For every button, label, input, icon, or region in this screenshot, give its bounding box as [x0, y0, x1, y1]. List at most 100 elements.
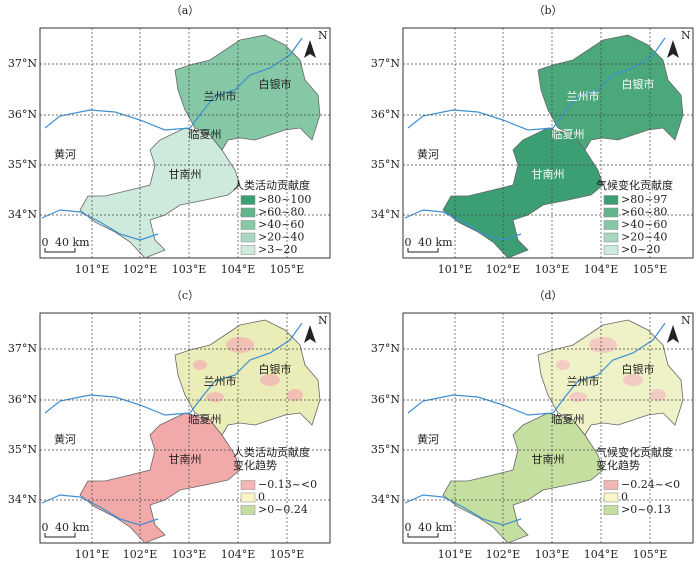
scale-label: 40 km [55, 236, 90, 249]
legend-swatch [240, 505, 256, 515]
region-north [174, 319, 321, 436]
panel-label: （c） [171, 289, 199, 302]
scale-label: 40 km [55, 521, 90, 534]
x-tick-label: 105°E [633, 263, 668, 276]
region-label: 白银市 [259, 77, 292, 91]
y-tick-label: 35°N [8, 158, 37, 171]
legend-item: >80~97 [621, 193, 667, 206]
legend-swatch [603, 480, 619, 490]
legend-swatch [603, 207, 619, 218]
y-tick-label: 37°N [8, 57, 37, 70]
legend-title: 人类活动贡献度 [233, 445, 310, 459]
patch [206, 392, 224, 402]
y-tick-label: 35°N [8, 443, 37, 456]
x-tick-label: 102°E [123, 263, 158, 276]
panel-label: （d） [533, 289, 562, 302]
legend-item: >20~40 [621, 231, 667, 244]
legend-item: >60~80 [621, 206, 667, 219]
legend-item: 0 [258, 491, 265, 504]
legend-item: −0.24~<0 [621, 478, 680, 491]
legend-swatch [240, 220, 256, 230]
river [44, 322, 303, 416]
legend-title: 气候变化贡献度 [596, 445, 673, 459]
legend-item: >80~100 [258, 193, 311, 206]
region-label: 甘南州 [532, 453, 565, 466]
region-label: 黄河 [417, 432, 439, 446]
x-tick-label: 104°E [221, 263, 256, 276]
y-tick-label: 36°N [8, 108, 37, 121]
river [44, 37, 303, 131]
legend-item: >0~0.24 [258, 503, 308, 516]
y-tick-label: 34°N [371, 208, 400, 221]
y-tick-label: 37°N [8, 342, 37, 355]
x-tick-label: 105°E [633, 548, 668, 561]
region-south [442, 127, 604, 259]
region-label: 兰州市 [204, 374, 237, 388]
scale-label: 0 [405, 236, 412, 249]
legend-swatch [240, 195, 256, 205]
legend-title: 人类活动贡献度 [233, 178, 310, 192]
region-label: 甘南州 [169, 168, 202, 181]
map-panel: （a） 101°E 102°E 103°E 104°E 105°E 37°N 36°N 35°N… [8, 4, 331, 276]
region-north [537, 34, 684, 151]
x-tick-label: 101°E [438, 263, 473, 276]
legend-item: >0~0.13 [621, 503, 671, 516]
north-label: N [318, 29, 328, 42]
north-label: N [318, 314, 328, 327]
legend-swatch [603, 195, 619, 205]
legend-item: >40~60 [258, 218, 304, 231]
patch [260, 374, 280, 386]
scale-bar [407, 248, 439, 253]
y-tick-label: 37°N [371, 57, 400, 70]
region-label: 临夏州 [552, 127, 585, 141]
legend-item: >3~20 [258, 243, 297, 256]
region-label: 兰州市 [567, 89, 600, 103]
scale-bar [44, 533, 76, 538]
legend-item: >0~20 [621, 243, 660, 256]
legend-item: −0.13~<0 [258, 478, 317, 491]
legend-title: 变化趋势 [596, 458, 640, 472]
legend-swatch [603, 492, 619, 503]
scale-label: 0 [42, 236, 49, 249]
north-arrow [667, 40, 679, 58]
legend-swatch [603, 505, 619, 515]
region-north [537, 319, 684, 436]
y-tick-label: 34°N [8, 493, 37, 506]
legend-swatch [603, 232, 619, 243]
north-label: N [681, 29, 691, 42]
panel-label: （a） [171, 4, 200, 17]
region-label: 兰州市 [567, 374, 600, 388]
x-tick-label: 104°E [221, 548, 256, 561]
north-arrow [304, 325, 316, 343]
x-tick-label: 102°E [486, 263, 521, 276]
region-label: 临夏州 [189, 412, 222, 426]
map-panel: （d） 101°E 102°E 103°E 104°E 105°E 37°N 36°N 35°N… [371, 289, 694, 561]
x-tick-label: 105°E [270, 263, 305, 276]
legend-item: >20~40 [258, 231, 304, 244]
legend-item: 0 [621, 491, 628, 504]
region-label: 白银市 [622, 362, 655, 376]
region-label: 黄河 [54, 432, 76, 446]
legend-swatch [603, 245, 619, 255]
region-south [79, 127, 241, 259]
region-label: 兰州市 [204, 89, 237, 103]
y-tick-label: 35°N [371, 158, 400, 171]
x-tick-label: 103°E [172, 263, 207, 276]
x-tick-label: 104°E [584, 263, 619, 276]
region-south [442, 412, 604, 544]
region-label: 黄河 [54, 147, 76, 161]
legend-title: 变化趋势 [233, 458, 277, 472]
legend-item: >40~60 [621, 218, 667, 231]
scale-label: 0 [42, 521, 49, 534]
legend-swatch [603, 220, 619, 230]
patch [569, 392, 587, 402]
north-arrow [667, 325, 679, 343]
y-tick-label: 34°N [371, 493, 400, 506]
legend-swatch [240, 480, 256, 490]
north-arrow [304, 40, 316, 58]
x-tick-label: 104°E [584, 548, 619, 561]
region-label: 白银市 [622, 77, 655, 91]
river [407, 37, 666, 131]
map-panel: （b） 101°E 102°E 103°E 104°E 105°E 37°N 36°N 35°N… [371, 4, 694, 276]
